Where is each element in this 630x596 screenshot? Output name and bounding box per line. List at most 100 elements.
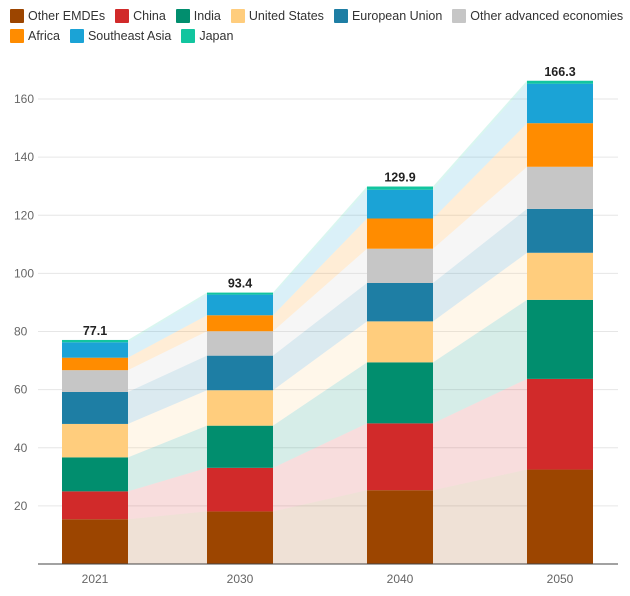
- bar-segment-southeast-asia: [527, 83, 593, 124]
- bar-segment-india: [367, 362, 433, 424]
- total-label: 166.3: [544, 65, 575, 79]
- bar-segment-china: [62, 491, 128, 520]
- total-label: 77.1: [83, 324, 107, 338]
- band-india: [433, 299, 527, 424]
- legend-swatch: [181, 29, 196, 43]
- legend-item-united-states: United States: [230, 8, 324, 24]
- band-european-union: [128, 355, 207, 424]
- bar-segment-european-union: [527, 208, 593, 253]
- band-other-emdes: [273, 490, 367, 564]
- bar-segment-other-emdes: [207, 511, 273, 564]
- legend-item-southeast-asia: Southeast Asia: [69, 28, 172, 44]
- band-united-states: [273, 321, 367, 426]
- band-united-states: [433, 252, 527, 363]
- legend-item-other-advanced-economies: Other advanced economies: [452, 8, 623, 24]
- bar-column-2021: [62, 339, 128, 564]
- legend-label: India: [193, 9, 221, 23]
- bar-segment-united-states: [207, 390, 273, 426]
- x-tick-label: 2040: [387, 572, 414, 586]
- legend-label: Africa: [28, 29, 60, 43]
- y-tick-label: 160: [14, 92, 34, 106]
- legend-label: Other EMDEs: [28, 9, 106, 23]
- bar-segment-other-emdes: [527, 469, 593, 564]
- band-india: [273, 362, 367, 468]
- legend: Other EMDEs China India United States Europe…: [10, 8, 625, 44]
- y-tick-label: 100: [14, 266, 34, 280]
- bar-segment-india: [527, 299, 593, 379]
- bar-segment-china: [367, 423, 433, 491]
- bar-segment-european-union: [207, 355, 273, 391]
- legend-swatch: [333, 9, 348, 23]
- legend-item-africa: Africa: [10, 28, 60, 44]
- legend-swatch: [10, 29, 24, 43]
- bars: [62, 80, 593, 564]
- y-tick-label: 40: [14, 441, 28, 455]
- legend-swatch: [230, 9, 245, 23]
- band-european-union: [273, 283, 367, 391]
- connector-bands: [128, 80, 527, 564]
- band-european-union: [433, 208, 527, 322]
- legend-item-india: India: [175, 8, 221, 24]
- bar-segment-africa: [527, 123, 593, 167]
- band-japan: [273, 186, 367, 295]
- bar-segment-china: [207, 467, 273, 512]
- bar-segment-japan: [207, 292, 273, 295]
- bar-segment-southeast-asia: [367, 189, 433, 219]
- band-other-emdes: [128, 511, 207, 564]
- y-tick-label: 140: [14, 150, 34, 164]
- bar-segment-japan: [527, 80, 593, 84]
- band-japan: [128, 292, 207, 343]
- bar-segment-africa: [62, 357, 128, 371]
- legend-swatch: [452, 9, 467, 23]
- legend-label: China: [133, 9, 166, 23]
- bar-segment-european-union: [367, 283, 433, 322]
- legend-label: Southeast Asia: [87, 29, 172, 43]
- bar-segment-southeast-asia: [62, 342, 128, 358]
- band-india: [128, 425, 207, 492]
- bar-segment-other-advanced-economies: [62, 370, 128, 392]
- band-other-advanced-economies: [128, 331, 207, 392]
- bar-column-2050: [527, 80, 593, 564]
- bar-segment-china: [527, 378, 593, 470]
- bar-segment-european-union: [62, 391, 128, 424]
- band-china: [433, 378, 527, 491]
- band-japan: [433, 80, 527, 190]
- legend-swatch: [115, 9, 130, 23]
- x-tick-label: 2030: [227, 572, 254, 586]
- bar-segment-southeast-asia: [207, 294, 273, 316]
- legend-item-japan: Japan: [181, 28, 233, 44]
- bar-segment-other-advanced-economies: [527, 166, 593, 209]
- band-united-states: [128, 390, 207, 458]
- bar-segment-united-states: [62, 423, 128, 458]
- y-grid: 20 40 60 80 100 120 140 160: [14, 92, 618, 513]
- x-tick-label: 2021: [82, 572, 109, 586]
- bar-column-2030: [207, 292, 273, 564]
- legend-label: European Union: [351, 9, 443, 23]
- band-china: [273, 423, 367, 512]
- legend-swatch: [175, 9, 190, 23]
- bar-segment-other-emdes: [367, 490, 433, 564]
- band-africa: [273, 218, 367, 332]
- bar-segment-japan: [62, 339, 128, 343]
- y-tick-label: 20: [14, 499, 28, 513]
- bar-segment-other-advanced-economies: [207, 331, 273, 356]
- legend-swatch: [69, 29, 84, 43]
- band-southeast-asia: [433, 83, 527, 219]
- bar-segment-other-emdes: [62, 519, 128, 564]
- bar-segment-united-states: [367, 321, 433, 363]
- band-africa: [128, 315, 207, 371]
- total-label: 93.4: [228, 277, 252, 291]
- legend-swatch: [10, 9, 24, 23]
- y-tick-label: 120: [14, 208, 34, 222]
- legend-label: Japan: [199, 29, 234, 43]
- bar-segment-india: [207, 425, 273, 468]
- band-africa: [433, 123, 527, 249]
- legend-item-china: China: [115, 8, 166, 24]
- x-tick-label: 2050: [547, 572, 574, 586]
- band-other-emdes: [433, 469, 527, 564]
- band-china: [128, 467, 207, 520]
- y-tick-label: 60: [14, 383, 28, 397]
- legend-item-other-emdes: Other EMDEs: [10, 8, 105, 24]
